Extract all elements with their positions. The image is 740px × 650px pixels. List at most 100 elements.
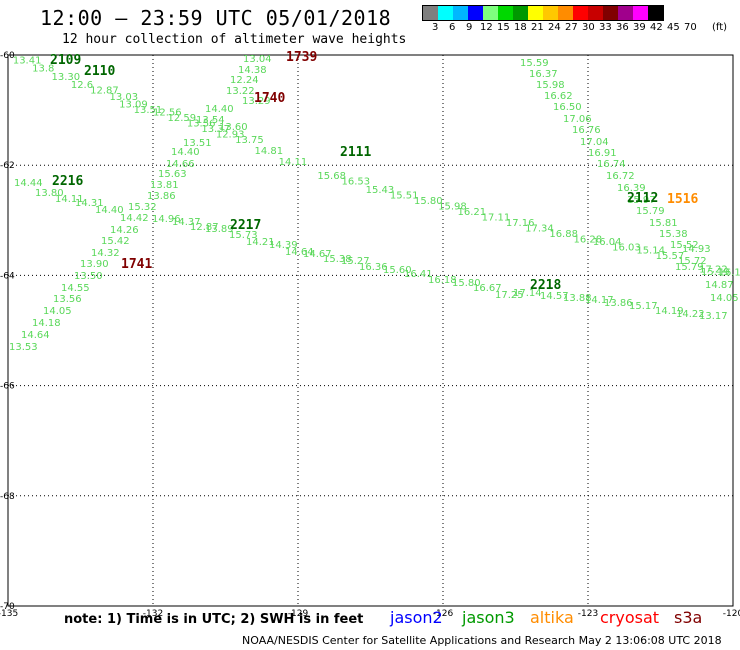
- swh-value-label: 17.25: [495, 290, 524, 301]
- swh-value-label: 14.22: [676, 309, 705, 320]
- swh-value-label: 16.50: [553, 102, 582, 113]
- color-scale-bar: [422, 5, 664, 21]
- swh-value-label: 15.32: [128, 202, 157, 213]
- lon-tick-label: -123: [578, 609, 598, 619]
- scale-swatch: [573, 6, 588, 20]
- scale-swatch: [588, 6, 603, 20]
- swh-value-label: 13.37: [201, 124, 230, 135]
- pass-number-label: 1741: [121, 257, 152, 272]
- swh-value-label: 13.88: [563, 293, 592, 304]
- scale-label: 45: [667, 22, 680, 33]
- swh-value-label: 13.29: [242, 96, 271, 107]
- scale-swatch: [453, 6, 468, 20]
- swh-value-label: 13.09: [119, 99, 148, 110]
- swh-value-label: 14.05: [710, 293, 739, 304]
- swh-value-label: 14.39: [269, 240, 298, 251]
- swh-value-label: 14.57: [540, 291, 569, 302]
- swh-value-label: 13.80: [35, 188, 64, 199]
- scale-label: 15: [497, 22, 510, 33]
- lat-tick-label: -62: [0, 161, 15, 171]
- legend-altika: altika: [530, 608, 574, 627]
- swh-value-label: 12.59: [168, 113, 197, 124]
- swh-value-label: 15.98: [536, 80, 565, 91]
- scale-swatch: [618, 6, 633, 20]
- pass-number-label: 2110: [84, 64, 115, 79]
- scale-swatch: [438, 6, 453, 20]
- scale-label: 36: [616, 22, 629, 33]
- lat-tick-label: -64: [0, 271, 15, 281]
- scale-swatch: [513, 6, 528, 20]
- lon-tick-label: -129: [288, 609, 309, 619]
- pass-number-label: 2109: [50, 53, 81, 68]
- swh-value-label: 15.52: [670, 240, 699, 251]
- map-frame: [7, 54, 734, 607]
- scale-label: 21: [531, 22, 544, 33]
- swh-value-label: 13.86: [604, 298, 633, 309]
- swh-value-label: 14.11: [55, 194, 84, 205]
- swh-value-label: 16.41: [404, 269, 433, 280]
- map-subtitle: 12 hour collection of altimeter wave hei…: [62, 32, 407, 47]
- swh-value-label: 13.51: [134, 105, 163, 116]
- swh-value-label: 14.19: [655, 306, 684, 317]
- swh-value-label: 13.04: [243, 54, 272, 65]
- color-scale-legend: 3 6 9 12 15 18 21 24 27 30 33 36 39 42 45 70 (ft): [422, 5, 740, 35]
- lat-tick-label: -66: [0, 382, 15, 392]
- wave-height-values: 13.4113.813.3012.612.8713.0313.0913.5112…: [9, 54, 740, 353]
- scale-swatch: [648, 6, 663, 20]
- scale-label: 30: [582, 22, 595, 33]
- swh-value-label: 15.14: [636, 245, 665, 256]
- swh-value-label: 14.64: [21, 330, 50, 341]
- swh-value-label: 14.37: [172, 217, 201, 228]
- swh-value-label: 14.40: [95, 205, 124, 216]
- swh-value-label: 14.81: [255, 146, 284, 157]
- swh-value-label: 16.67: [473, 283, 502, 294]
- units-note: note: 1) Time is in UTC; 2) SWH is in fe…: [64, 612, 364, 627]
- swh-value-label: 15.60: [383, 265, 412, 276]
- swh-value-label: 14.87: [705, 280, 734, 291]
- scale-swatch: [468, 6, 483, 20]
- swh-value-label: 14.64: [285, 247, 314, 258]
- swh-value-label: 17.34: [525, 223, 554, 234]
- swh-value-label: 13.51: [183, 138, 212, 149]
- swh-value-label: 17.11: [482, 212, 511, 223]
- swh-value-label: 17.06: [563, 114, 592, 125]
- swh-value-label: 14.18: [32, 318, 61, 329]
- swh-value-label: 15.57: [656, 251, 685, 262]
- scale-label: 9: [466, 22, 473, 33]
- swh-value-label: 15.19: [701, 267, 730, 278]
- lat-tick-label: -68: [0, 492, 15, 502]
- swh-value-label: 16.04: [593, 237, 622, 248]
- swh-value-label: 15.79: [675, 262, 704, 273]
- axis-tick-labels: -135 -132 -129 -126 -123 -120 -60 -62 -64 -66 -68 -…: [0, 51, 740, 619]
- scale-swatch: [543, 6, 558, 20]
- swh-value-label: 16.03: [612, 243, 641, 254]
- swh-value-label: 15.27: [341, 256, 370, 267]
- scale-label: 70: [684, 22, 697, 33]
- scale-label: 33: [599, 22, 612, 33]
- swh-value-label: 15.38: [323, 254, 352, 265]
- swh-value-label: 12.87: [190, 222, 219, 233]
- swh-value-label: 14.31: [75, 198, 104, 209]
- swh-value-label: 15.79: [636, 206, 665, 217]
- scale-label: 18: [514, 22, 527, 33]
- swh-value-label: 14.67: [303, 249, 332, 260]
- swh-value-label: 15.81: [649, 218, 678, 229]
- pass-number-label: 2217: [230, 218, 261, 233]
- swh-value-label: 14.93: [682, 244, 711, 255]
- swh-value-label: 14.44: [14, 178, 43, 189]
- swh-value-label: 15.80: [452, 278, 481, 289]
- pass-number-label: 2218: [530, 278, 561, 293]
- scale-label: 27: [565, 22, 578, 33]
- scale-swatch: [498, 6, 513, 20]
- swh-value-label: 13.8: [32, 64, 54, 75]
- swh-value-label: 17.14: [513, 288, 542, 299]
- lon-tick-label: -120: [723, 609, 740, 619]
- scale-swatch: [528, 6, 543, 20]
- swh-value-label: 13.22: [226, 86, 255, 97]
- legend-jason3: jason3: [462, 608, 515, 627]
- swh-value-label: 12.87: [90, 86, 119, 97]
- swh-value-label: 13.17: [699, 311, 728, 322]
- swh-value-label: 16.91: [588, 148, 617, 159]
- pass-number-label: 1739: [286, 50, 317, 65]
